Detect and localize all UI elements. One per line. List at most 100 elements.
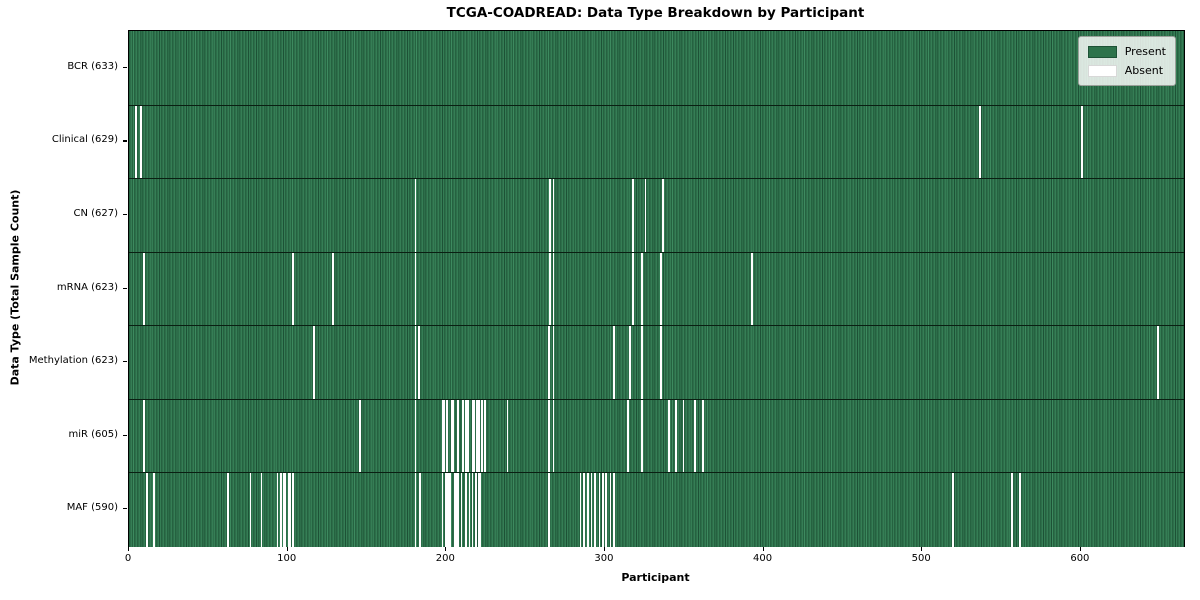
absent-stripe bbox=[1157, 326, 1159, 400]
absent-stripe bbox=[549, 179, 552, 253]
legend-item-absent: Absent bbox=[1087, 61, 1166, 80]
absent-stripe bbox=[481, 399, 483, 474]
absent-stripe bbox=[552, 399, 555, 474]
absent-stripe bbox=[452, 399, 455, 474]
legend-swatch-present bbox=[1087, 45, 1117, 58]
absent-stripe bbox=[289, 473, 292, 547]
absent-stripe bbox=[465, 473, 468, 547]
absent-stripe bbox=[146, 473, 149, 547]
absent-stripe bbox=[668, 399, 671, 474]
absent-stripe bbox=[582, 473, 585, 547]
present-band bbox=[129, 252, 1184, 327]
absent-stripe bbox=[284, 473, 287, 547]
absent-stripe bbox=[1019, 473, 1021, 547]
absent-stripe bbox=[701, 399, 704, 474]
legend-swatch-absent bbox=[1087, 64, 1117, 77]
absent-stripe bbox=[552, 326, 555, 400]
ytick-mark bbox=[123, 508, 127, 510]
absent-stripe bbox=[660, 252, 663, 327]
absent-stripe bbox=[506, 399, 509, 474]
absent-stripe bbox=[479, 473, 482, 547]
absent-stripe bbox=[674, 399, 677, 474]
absent-stripe bbox=[446, 473, 449, 547]
absent-stripe bbox=[549, 252, 552, 327]
absent-stripe bbox=[631, 252, 634, 327]
xtick-label-0: 0 bbox=[124, 553, 132, 564]
ytick-mark bbox=[123, 434, 127, 436]
ytick-mark bbox=[123, 287, 127, 289]
absent-stripe bbox=[414, 252, 417, 327]
absent-stripe bbox=[462, 399, 464, 474]
xtick-mark bbox=[445, 547, 447, 551]
absent-stripe bbox=[612, 473, 615, 547]
absent-stripe bbox=[135, 105, 138, 180]
absent-stripe bbox=[447, 473, 450, 547]
absent-stripe bbox=[979, 105, 982, 180]
absent-stripe bbox=[644, 179, 647, 253]
xtick-mark bbox=[921, 547, 923, 551]
absent-stripe bbox=[143, 399, 146, 474]
absent-stripe bbox=[598, 473, 601, 547]
ytick-label-methylation: Methylation (623) bbox=[28, 355, 118, 367]
absent-stripe bbox=[547, 473, 550, 547]
absent-stripe bbox=[140, 105, 142, 180]
absent-stripe bbox=[332, 252, 334, 327]
ytick-mark bbox=[123, 213, 127, 216]
ytick-label-cn: CN (627) bbox=[73, 207, 118, 219]
absent-stripe bbox=[660, 326, 663, 400]
present-band bbox=[129, 31, 1184, 105]
absent-stripe bbox=[282, 473, 285, 547]
legend-item-present: Present bbox=[1087, 42, 1166, 61]
absent-stripe bbox=[627, 399, 629, 474]
plot-area: Present Absent bbox=[128, 30, 1185, 547]
absent-stripe bbox=[414, 473, 417, 547]
ytick-label-maf: MAF (590) bbox=[66, 502, 118, 514]
row-mir bbox=[129, 398, 1184, 474]
present-band bbox=[129, 105, 1184, 180]
xtick-label-100: 100 bbox=[277, 553, 297, 564]
absent-stripe bbox=[466, 399, 469, 474]
absent-stripe bbox=[590, 473, 593, 547]
absent-stripe bbox=[471, 473, 474, 547]
xtick-label-600: 600 bbox=[1070, 553, 1090, 564]
present-band bbox=[129, 399, 1184, 474]
absent-stripe bbox=[451, 399, 453, 474]
ytick-mark bbox=[123, 66, 127, 68]
absent-stripe bbox=[478, 473, 480, 547]
xtick-mark bbox=[762, 547, 764, 551]
legend-label: Present bbox=[1124, 45, 1166, 58]
absent-stripe bbox=[682, 399, 685, 474]
absent-stripe bbox=[601, 473, 604, 547]
xtick-label-400: 400 bbox=[753, 553, 773, 564]
absent-stripe bbox=[260, 473, 263, 547]
absent-stripe bbox=[662, 179, 664, 253]
absent-stripe bbox=[476, 399, 479, 474]
row-clinical bbox=[129, 104, 1184, 180]
absent-stripe bbox=[292, 473, 295, 547]
absent-stripe bbox=[552, 179, 555, 253]
absent-stripe bbox=[249, 473, 252, 547]
absent-stripe bbox=[1011, 473, 1013, 547]
absent-stripe bbox=[952, 473, 955, 547]
absent-stripe bbox=[143, 252, 146, 327]
xtick-mark bbox=[128, 547, 130, 551]
row-bcr bbox=[129, 31, 1184, 105]
absent-stripe bbox=[417, 326, 420, 400]
ytick-label-clinical: Clinical (629) bbox=[51, 134, 118, 146]
xtick-mark bbox=[286, 547, 288, 551]
ytick-mark bbox=[123, 140, 127, 142]
absent-stripe bbox=[279, 473, 282, 547]
absent-stripe bbox=[473, 399, 476, 474]
row-cn bbox=[129, 178, 1184, 253]
absent-stripe bbox=[441, 473, 444, 547]
absent-stripe bbox=[593, 473, 596, 547]
absent-stripe bbox=[457, 399, 460, 474]
ytick-label-mrna: mRNA (623) bbox=[56, 281, 118, 293]
absent-stripe bbox=[693, 399, 696, 474]
absent-stripe bbox=[631, 179, 634, 253]
absent-stripe bbox=[641, 326, 644, 400]
absent-stripe bbox=[628, 326, 631, 400]
xtick-label-500: 500 bbox=[911, 553, 931, 564]
xtick-mark bbox=[1079, 547, 1082, 551]
